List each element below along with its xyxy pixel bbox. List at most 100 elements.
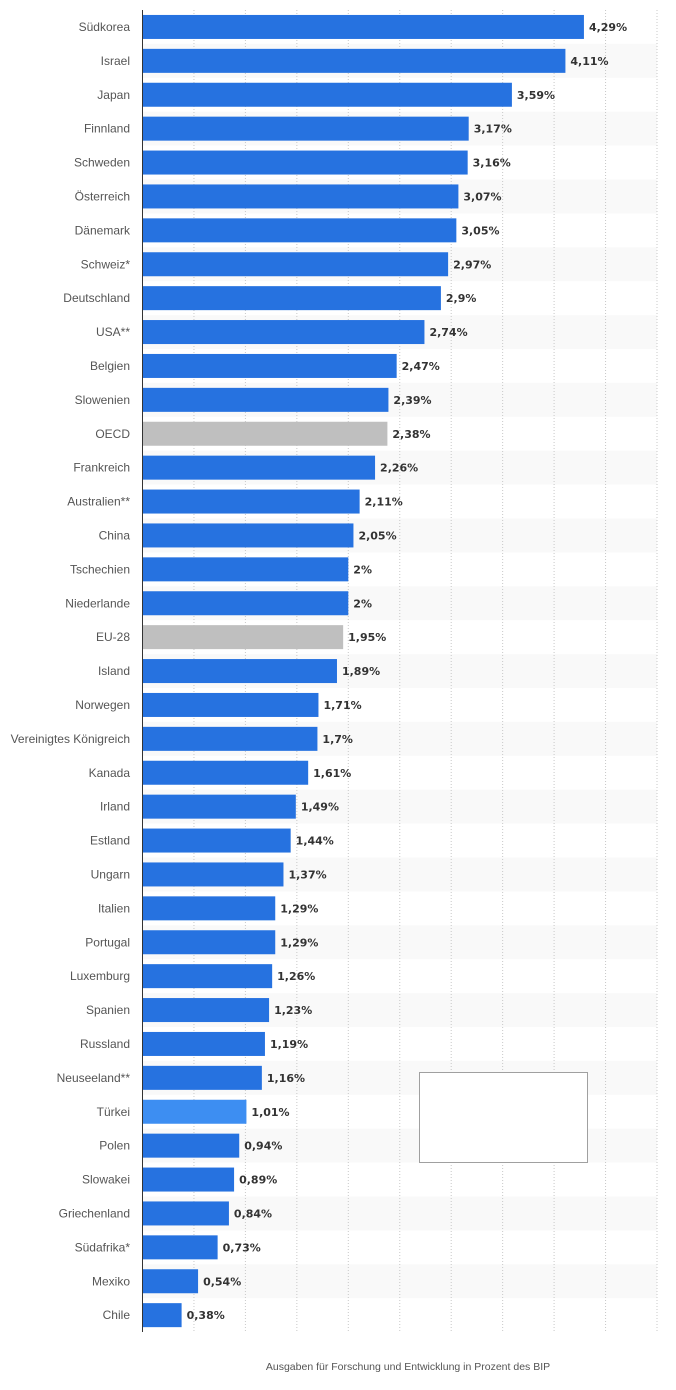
- value-label: 1,29%: [280, 902, 318, 915]
- bars: [142, 14, 584, 1328]
- bar[interactable]: [142, 659, 337, 684]
- bar[interactable]: [142, 896, 276, 921]
- value-label: 1,7%: [322, 733, 353, 746]
- value-label: 2,74%: [429, 326, 467, 339]
- bar[interactable]: [142, 1269, 199, 1294]
- bar[interactable]: [142, 760, 309, 785]
- bar[interactable]: [142, 692, 319, 717]
- category-label: Türkei: [97, 1105, 130, 1119]
- bar[interactable]: [142, 286, 441, 311]
- bar[interactable]: [142, 1167, 235, 1192]
- category-label: Ungarn: [91, 867, 130, 881]
- row-stripe: [142, 1264, 657, 1299]
- value-label: 1,16%: [267, 1072, 305, 1085]
- bar[interactable]: [142, 1099, 247, 1124]
- value-label: 2,9%: [446, 292, 477, 305]
- bar[interactable]: [142, 930, 276, 955]
- category-label: EU-28: [96, 630, 130, 644]
- bar[interactable]: [142, 828, 291, 853]
- category-label: Frankreich: [73, 461, 130, 475]
- category-label: Kanada: [89, 766, 131, 780]
- bar[interactable]: [142, 794, 296, 819]
- category-label: Schweiz*: [81, 257, 131, 271]
- value-label: 1,01%: [251, 1106, 289, 1119]
- value-label: 1,89%: [342, 665, 380, 678]
- bar[interactable]: [142, 489, 360, 514]
- category-label: Schweden: [74, 156, 130, 170]
- bar[interactable]: [142, 591, 349, 616]
- category-label: Estland: [90, 834, 130, 848]
- category-label: Polen: [99, 1139, 130, 1153]
- value-labels: 4,29% 4,11% 3,59% 3,17% 3,16% 3,07% 3,05% 2,97%…: [187, 21, 628, 1322]
- category-label: Deutschland: [63, 291, 130, 305]
- bar[interactable]: [142, 1303, 182, 1328]
- category-label: Niederlande: [65, 596, 130, 610]
- bar[interactable]: [142, 252, 449, 277]
- bar[interactable]: [142, 218, 457, 243]
- category-label: Italien: [98, 901, 130, 915]
- category-labels: Südkorea Israel Japan Finnland Schweden Öster…: [11, 20, 131, 1322]
- bar[interactable]: [142, 1031, 265, 1056]
- value-label: 0,84%: [234, 1207, 272, 1220]
- category-label: China: [99, 528, 131, 542]
- value-label: 0,94%: [244, 1140, 282, 1153]
- bar[interactable]: [142, 116, 469, 141]
- bar[interactable]: [142, 82, 512, 107]
- category-label: Russland: [80, 1037, 130, 1051]
- value-label: 0,89%: [239, 1174, 277, 1187]
- category-label: USA**: [96, 325, 130, 339]
- bar[interactable]: [142, 320, 425, 345]
- bar[interactable]: [142, 1201, 229, 1226]
- value-label: 2,47%: [402, 360, 440, 373]
- value-label: 3,07%: [463, 190, 501, 203]
- category-label: Tschechien: [70, 562, 130, 576]
- value-label: 2,39%: [393, 394, 431, 407]
- bar[interactable]: [142, 150, 468, 175]
- bar[interactable]: [142, 862, 284, 887]
- value-label: 3,05%: [461, 224, 499, 237]
- value-label: 2%: [353, 563, 372, 576]
- bar[interactable]: [142, 387, 389, 412]
- bar[interactable]: [142, 557, 349, 582]
- bar[interactable]: [142, 1235, 218, 1260]
- value-label: 3,59%: [517, 89, 555, 102]
- category-label: Norwegen: [75, 698, 130, 712]
- bar[interactable]: [142, 964, 273, 989]
- category-label: Neuseeland**: [57, 1071, 131, 1085]
- category-label: Chile: [103, 1308, 131, 1322]
- bar[interactable]: [142, 184, 459, 209]
- x-axis-label: Ausgaben für Forschung und Entwicklung i…: [266, 1361, 550, 1373]
- bar[interactable]: [142, 726, 318, 751]
- bar[interactable]: [142, 523, 354, 548]
- legend-box: [419, 1072, 588, 1163]
- bar[interactable]: [142, 625, 344, 650]
- value-label: 2,11%: [365, 496, 403, 509]
- value-label: 1,44%: [296, 835, 334, 848]
- bar[interactable]: [142, 1133, 240, 1158]
- value-label: 1,26%: [277, 970, 315, 983]
- category-label: Slowenien: [75, 393, 130, 407]
- bar[interactable]: [142, 353, 397, 378]
- bar[interactable]: [142, 1065, 262, 1090]
- category-label: Dänemark: [75, 223, 131, 237]
- category-label: Südafrika*: [75, 1240, 131, 1254]
- category-label: Griechenland: [59, 1206, 130, 1220]
- bar[interactable]: [142, 14, 584, 39]
- bar[interactable]: [142, 998, 270, 1023]
- category-label: Mexiko: [92, 1274, 130, 1288]
- category-label: OECD: [95, 427, 130, 441]
- value-label: 2,38%: [392, 428, 430, 441]
- value-label: 1,19%: [270, 1038, 308, 1051]
- value-label: 1,95%: [348, 631, 386, 644]
- bar[interactable]: [142, 421, 388, 446]
- category-label: Israel: [101, 54, 130, 68]
- value-label: 1,71%: [323, 699, 361, 712]
- category-label: Island: [98, 664, 130, 678]
- bar[interactable]: [142, 455, 376, 480]
- category-label: Luxemburg: [70, 969, 130, 983]
- value-label: 3,16%: [473, 157, 511, 170]
- bar[interactable]: [142, 48, 566, 73]
- category-label: Österreich: [75, 189, 130, 203]
- value-label: 2,05%: [358, 529, 396, 542]
